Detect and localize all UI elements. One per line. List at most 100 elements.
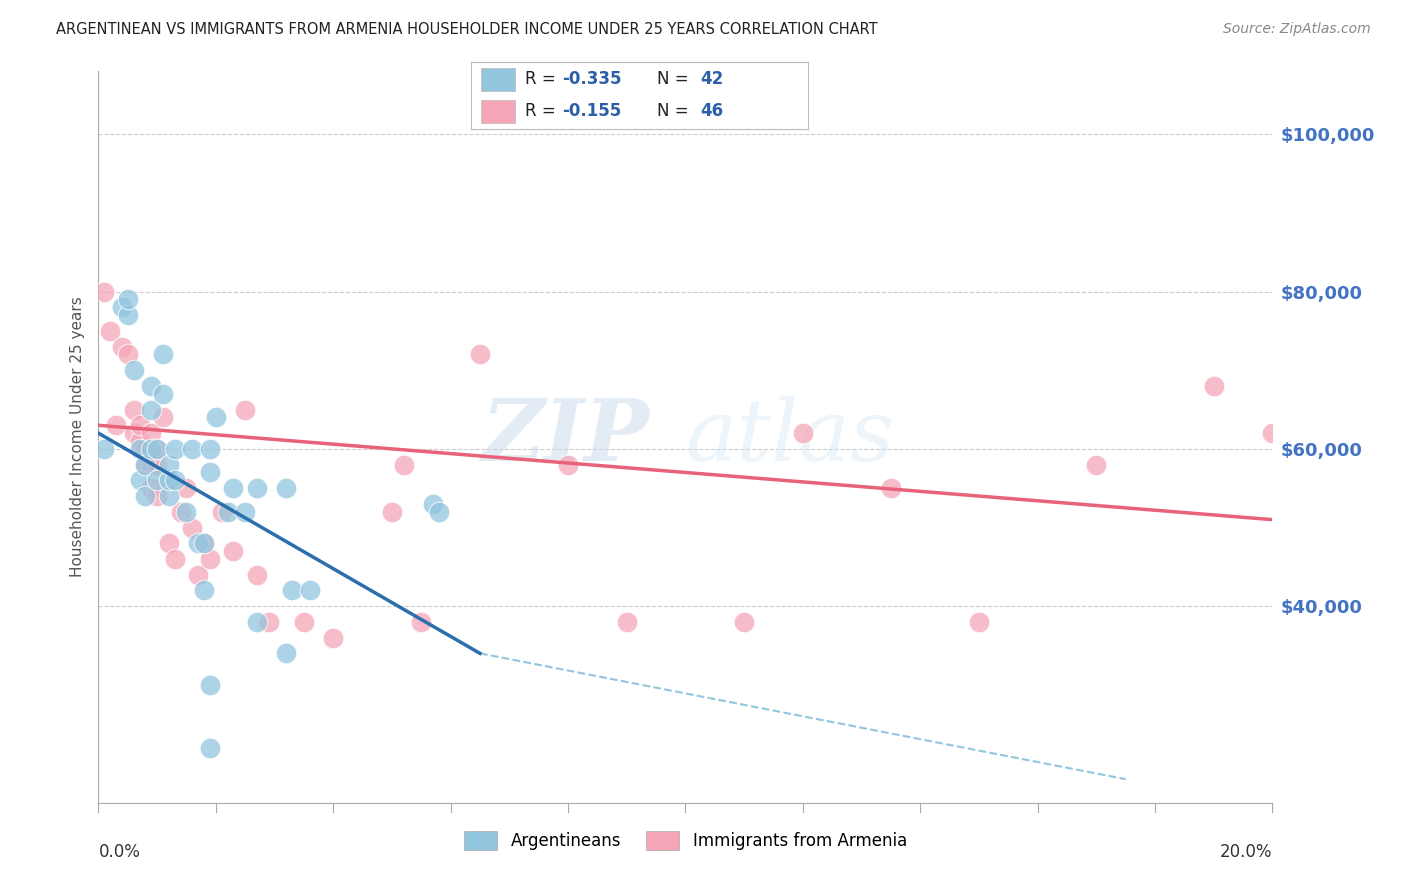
Point (880, 481, 903, 495)
Point (427, 505, 450, 519)
Point (246, 615, 269, 629)
Point (468, 347, 491, 361)
Point (146, 442, 169, 456)
Point (157, 473, 180, 487)
Point (792, 426, 814, 441)
Point (169, 505, 191, 519)
Point (134, 458, 156, 472)
Point (93, 285, 115, 299)
Point (141, 402, 163, 417)
Point (163, 442, 186, 456)
Point (152, 410, 174, 425)
Point (246, 567, 269, 582)
Point (193, 583, 215, 598)
Point (276, 481, 298, 495)
Point (152, 387, 174, 401)
Text: N =: N = (657, 103, 693, 120)
Text: -0.155: -0.155 (562, 103, 621, 120)
Point (141, 442, 163, 456)
Text: N =: N = (657, 70, 693, 88)
Point (117, 293, 139, 307)
Point (276, 646, 298, 660)
Point (1085, 458, 1108, 472)
Point (134, 442, 156, 456)
Point (187, 536, 209, 550)
Point (733, 615, 755, 629)
Point (157, 458, 180, 472)
Point (141, 481, 163, 495)
Point (146, 458, 169, 472)
Point (98, 324, 121, 338)
Point (163, 473, 186, 487)
Point (146, 442, 169, 456)
Point (322, 631, 344, 645)
Bar (481, 100, 515, 123)
Point (181, 442, 204, 456)
Point (193, 536, 215, 550)
Point (222, 544, 245, 558)
Point (128, 418, 150, 433)
Point (198, 740, 221, 755)
Point (198, 678, 221, 692)
Point (193, 536, 215, 550)
Point (392, 458, 415, 472)
Point (157, 489, 180, 503)
Point (422, 497, 444, 511)
Text: 42: 42 (700, 70, 724, 88)
Point (146, 473, 169, 487)
Text: Source: ZipAtlas.com: Source: ZipAtlas.com (1223, 22, 1371, 37)
Point (134, 489, 156, 503)
Point (211, 505, 233, 519)
Text: -0.335: -0.335 (562, 70, 621, 88)
Point (122, 402, 145, 417)
Bar (481, 68, 515, 91)
Point (122, 426, 145, 441)
Point (134, 458, 156, 472)
Point (93, 442, 115, 456)
Point (117, 308, 139, 322)
Point (181, 520, 204, 534)
Point (157, 536, 180, 550)
Point (246, 481, 269, 495)
Text: atlas: atlas (686, 396, 894, 478)
Point (198, 442, 221, 456)
Point (117, 347, 139, 361)
Text: R =: R = (524, 103, 561, 120)
Point (381, 505, 404, 519)
Point (105, 418, 128, 433)
Point (233, 402, 256, 417)
Point (557, 458, 579, 472)
Point (616, 615, 638, 629)
Point (141, 426, 163, 441)
Point (128, 434, 150, 448)
Y-axis label: Householder Income Under 25 years: Householder Income Under 25 years (69, 297, 84, 577)
Legend: Argentineans, Immigrants from Armenia: Argentineans, Immigrants from Armenia (457, 824, 914, 856)
Point (111, 301, 134, 315)
Text: 20.0%: 20.0% (1220, 843, 1272, 861)
Point (152, 347, 174, 361)
Point (141, 379, 163, 393)
Point (163, 552, 186, 566)
Point (257, 615, 280, 629)
Text: R =: R = (524, 70, 561, 88)
Point (128, 473, 150, 487)
Point (187, 567, 209, 582)
Text: 46: 46 (700, 103, 724, 120)
Point (128, 442, 150, 456)
Point (967, 615, 990, 629)
Point (111, 340, 134, 354)
Point (292, 615, 315, 629)
Point (1261, 426, 1284, 441)
Point (141, 458, 163, 472)
Point (217, 505, 239, 519)
Point (411, 615, 433, 629)
Point (1202, 379, 1225, 393)
Text: 0.0%: 0.0% (98, 843, 141, 861)
Point (222, 481, 245, 495)
Point (176, 505, 198, 519)
Point (233, 505, 256, 519)
Text: ARGENTINEAN VS IMMIGRANTS FROM ARMENIA HOUSEHOLDER INCOME UNDER 25 YEARS CORRELA: ARGENTINEAN VS IMMIGRANTS FROM ARMENIA H… (56, 22, 877, 37)
Point (198, 466, 221, 480)
Point (176, 481, 198, 495)
Point (198, 552, 221, 566)
